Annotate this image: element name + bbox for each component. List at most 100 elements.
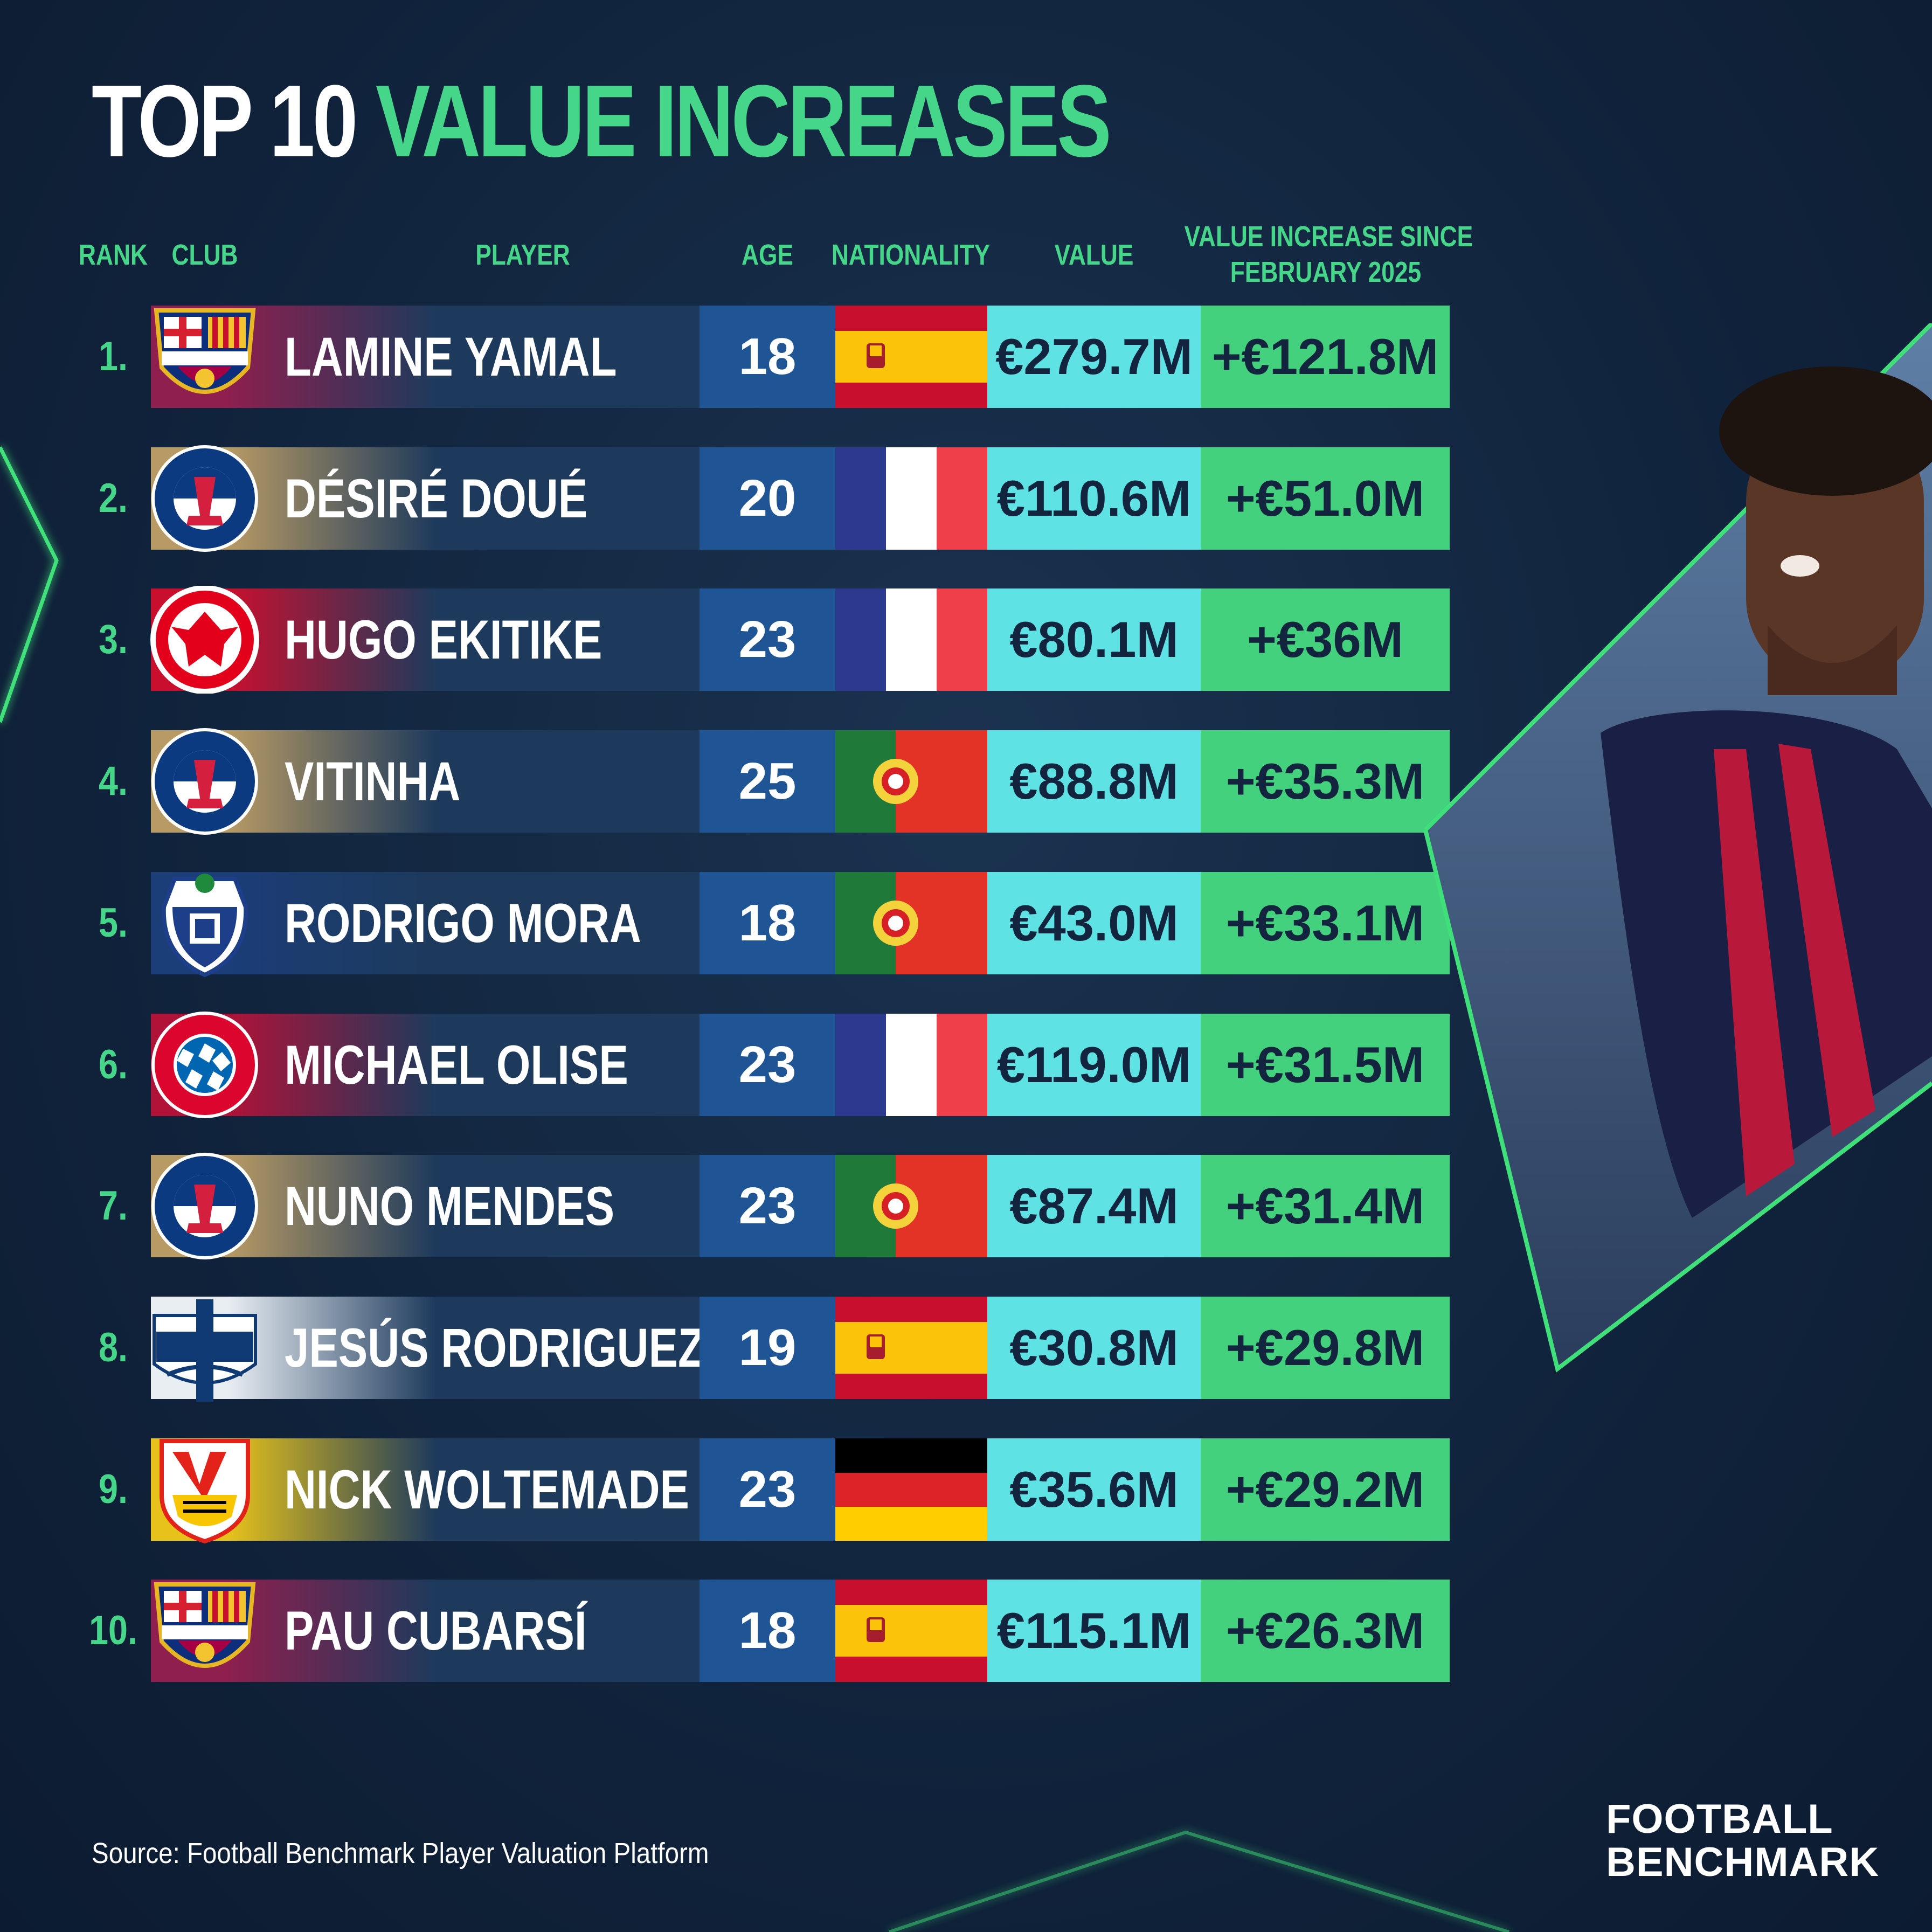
column-header-increase: VALUE INCREASE SINCE FEBRUARY 2025 <box>1184 219 1473 290</box>
player-cell: MICHAEL OLISE <box>151 1012 700 1118</box>
rank-label: 6. <box>99 1042 128 1088</box>
rank-label: 3. <box>99 617 128 662</box>
germany-flag-icon <box>835 1438 987 1541</box>
value-cell: €87.4M <box>987 1155 1201 1257</box>
value-cell: €279.7M <box>987 306 1201 408</box>
table-row: RODRIGO MORA 18 €43.0M +€33.1M <box>151 872 1450 978</box>
player-name: HUGO EKITIKE <box>285 609 603 670</box>
column-header-rank: RANK <box>79 239 148 271</box>
psg-crest-icon <box>140 1152 269 1260</box>
increase-cell: +€31.4M <box>1201 1155 1450 1257</box>
player-cell: NICK WOLTEMADE <box>151 1438 700 1544</box>
increase-header-line1: VALUE INCREASE SINCE <box>1184 220 1473 253</box>
table-row: DÉSIRÉ DOUÉ 20 €110.6M +€51.0M <box>151 445 1450 552</box>
spain-flag-icon <box>835 1297 987 1399</box>
rank-label: 2. <box>99 475 128 521</box>
spain-flag-icon <box>835 1580 987 1682</box>
age-cell: 23 <box>700 1014 835 1116</box>
value-cell: €88.8M <box>987 730 1201 833</box>
increase-cell: +€33.1M <box>1201 872 1450 974</box>
player-name: VITINHA <box>285 751 461 812</box>
increase-cell: +€26.3M <box>1201 1580 1450 1682</box>
increase-header-line2: FEBRUARY 2025 <box>1230 256 1422 288</box>
table-row: JESÚS RODRIGUEZ 19 €30.8M +€29.8M <box>151 1297 1450 1402</box>
france-flag-icon <box>835 447 987 550</box>
value-cell: €35.6M <box>987 1438 1201 1541</box>
player-cell: LAMINE YAMAL <box>151 306 700 408</box>
value-cell: €115.1M <box>987 1580 1201 1682</box>
table-row: PAU CUBARSÍ 18 €115.1M +€26.3M <box>151 1580 1450 1682</box>
player-name: LAMINE YAMAL <box>285 326 617 387</box>
france-flag-icon <box>835 1014 987 1116</box>
column-header-value: VALUE <box>1054 239 1134 271</box>
increase-cell: +€121.8M <box>1201 306 1450 408</box>
player-cell: NUNO MENDES <box>151 1153 700 1259</box>
table-row: LAMINE YAMAL 18 €279.7M +€121.8M <box>151 306 1450 408</box>
portugal-flag-icon <box>835 730 987 833</box>
page-title: TOP 10 VALUE INCREASES <box>92 70 1112 172</box>
rank-label: 4. <box>99 758 128 804</box>
increase-cell: +€29.2M <box>1201 1438 1450 1541</box>
player-name: NUNO MENDES <box>285 1175 615 1237</box>
age-cell: 25 <box>700 730 835 833</box>
rank-label: 9. <box>99 1466 128 1512</box>
fc-porto-crest-icon <box>140 869 269 978</box>
france-flag-icon <box>835 588 987 691</box>
age-cell: 23 <box>700 1438 835 1541</box>
age-cell: 18 <box>700 872 835 974</box>
psg-crest-icon <box>140 445 269 552</box>
logo-line1: FOOTBALL <box>1606 1796 1833 1842</box>
rank-label: 10. <box>89 1608 137 1653</box>
column-header-club: CLUB <box>171 239 238 271</box>
table-row: HUGO EKITIKE 23 €80.1M +€36M <box>150 585 1450 694</box>
player-cell: DÉSIRÉ DOUÉ <box>151 445 700 552</box>
table-row: NUNO MENDES 23 €87.4M +€31.4M <box>151 1153 1450 1259</box>
player-name: JESÚS RODRIGUEZ <box>285 1317 705 1379</box>
age-cell: 18 <box>700 1580 835 1682</box>
player-name: PAU CUBARSÍ <box>285 1600 587 1661</box>
rank-label: 8. <box>99 1325 128 1370</box>
column-header-age: AGE <box>742 239 793 271</box>
logo-line2: BENCHMARK <box>1606 1839 1880 1885</box>
eintracht-frankfurt-crest-icon <box>140 585 269 694</box>
table-row: MICHAEL OLISE 23 €119.0M +€31.5M <box>151 1012 1450 1118</box>
increase-cell: +€36M <box>1201 588 1450 691</box>
spain-flag-icon <box>835 306 987 408</box>
value-cell: €43.0M <box>987 872 1201 974</box>
player-cell: VITINHA <box>151 728 700 835</box>
football-benchmark-logo: FOOTBALL BENCHMARK <box>1606 1798 1879 1884</box>
age-cell: 23 <box>700 1155 835 1257</box>
player-cell: PAU CUBARSÍ <box>151 1580 700 1682</box>
vfb-stuttgart-crest-icon <box>140 1436 269 1544</box>
rank-label: 7. <box>99 1183 128 1229</box>
bayern-munchen-crest-icon <box>140 1011 269 1119</box>
table-row: VITINHA 25 €88.8M +€35.3M <box>151 728 1450 835</box>
fc-barcelona-crest-icon <box>140 303 269 411</box>
age-cell: 23 <box>700 588 835 691</box>
player-name: RODRIGO MORA <box>285 892 641 954</box>
player-photo-icon <box>1423 323 1932 1373</box>
age-cell: 19 <box>700 1297 835 1399</box>
fc-barcelona-crest-icon <box>140 1577 269 1685</box>
title-white: TOP 10 <box>92 64 358 178</box>
player-cell: JESÚS RODRIGUEZ <box>151 1297 705 1402</box>
value-cell: €30.8M <box>987 1297 1201 1399</box>
como-1907-crest-icon <box>140 1294 269 1402</box>
column-header-player: PLAYER <box>475 239 570 271</box>
rank-label: 5. <box>99 900 128 946</box>
increase-cell: +€51.0M <box>1201 447 1450 550</box>
psg-crest-icon <box>140 728 269 835</box>
rank-label: 1. <box>99 334 128 379</box>
increase-cell: +€29.8M <box>1201 1297 1450 1399</box>
increase-cell: +€35.3M <box>1201 730 1450 833</box>
table-row: NICK WOLTEMADE 23 €35.6M +€29.2M <box>151 1438 1450 1544</box>
title-green: VALUE INCREASES <box>375 64 1112 178</box>
value-cell: €80.1M <box>987 588 1201 691</box>
age-cell: 18 <box>700 306 835 408</box>
player-cell: RODRIGO MORA <box>151 872 700 978</box>
player-name: NICK WOLTEMADE <box>285 1459 689 1520</box>
portugal-flag-icon <box>835 1155 987 1257</box>
column-header-nationality: NATIONALITY <box>831 239 991 271</box>
player-name: MICHAEL OLISE <box>285 1034 628 1096</box>
